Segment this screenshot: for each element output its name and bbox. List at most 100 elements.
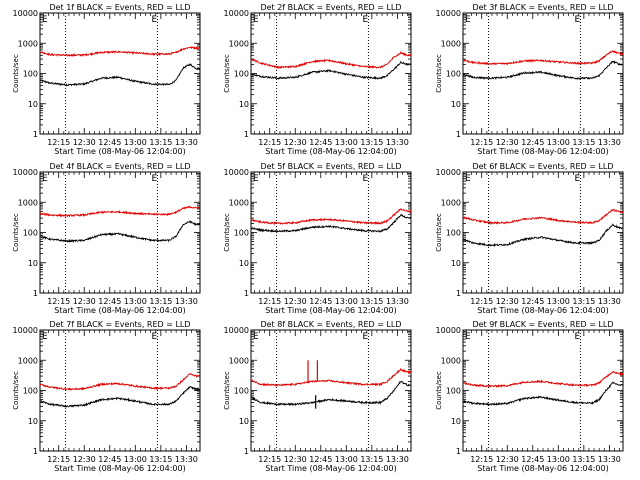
x-tick-label: 13:30 — [175, 297, 198, 306]
y-axis-label: Counts/sec — [12, 54, 20, 93]
y-tick-label: 10000 — [13, 168, 38, 177]
series-line-events — [250, 213, 412, 233]
y-tick-label: 10000 — [13, 9, 38, 18]
x-tick-label: 13:15 — [149, 297, 172, 306]
detector-panel-5: Det 5f BLACK = Events, RED = LLD 1 10 100 10… — [223, 162, 412, 315]
x-tick-label: 13:30 — [598, 455, 621, 464]
x-tick-label: 13:15 — [572, 138, 595, 147]
y-tick-label: 1 — [244, 130, 249, 139]
y-tick-label: 10000 — [224, 9, 249, 18]
x-tick-label: 12:30 — [284, 138, 307, 147]
x-axis-label: Start Time (08-May-06 12:04:00) — [54, 306, 185, 315]
x-tick-label: 12:45 — [521, 455, 544, 464]
x-tick-label: 12:30 — [496, 455, 519, 464]
x-tick-label: 13:00 — [547, 455, 570, 464]
y-axis-label: Counts/sec — [223, 213, 231, 252]
x-tick-label: 12:15 — [470, 455, 493, 464]
y-tick-label: 100 — [234, 70, 249, 79]
panel-title: Det 9f BLACK = Events, RED = LLD — [472, 320, 613, 329]
panel-title: Det 4f BLACK = Events, RED = LLD — [49, 162, 190, 171]
detector-panel-9: Det 9f BLACK = Events, RED = LLD 1 10 100 10… — [435, 320, 624, 473]
series-line-events — [250, 380, 412, 407]
y-tick-label: 100 — [23, 387, 38, 396]
x-tick-label: 12:15 — [258, 455, 281, 464]
plot-frame — [462, 12, 624, 135]
x-tick-label: 12:45 — [98, 138, 121, 147]
y-tick-label: 1 — [456, 447, 461, 456]
y-tick-label: 1 — [33, 447, 38, 456]
x-tick-label: 12:45 — [309, 297, 332, 306]
panel-title: Det 6f BLACK = Events, RED = LLD — [472, 162, 613, 171]
y-tick-label: 100 — [234, 387, 249, 396]
y-axis-label: Counts/sec — [435, 54, 443, 93]
series-line-events — [39, 62, 201, 87]
x-axis-label: Start Time (08-May-06 12:04:00) — [477, 147, 608, 156]
x-tick-label: 12:15 — [470, 297, 493, 306]
event-marker-label: E — [151, 332, 157, 342]
series-line-lld — [250, 50, 412, 70]
y-axis-label: Counts/sec — [435, 213, 443, 252]
x-tick-label: 12:45 — [521, 138, 544, 147]
x-tick-label: 12:30 — [284, 455, 307, 464]
panel-title: Det 1f BLACK = Events, RED = LLD — [49, 3, 190, 12]
y-tick-label: 1000 — [229, 39, 249, 48]
y-tick-label: 10 — [28, 417, 38, 426]
y-axis-label: Counts/sec — [12, 371, 20, 410]
plot-frame — [39, 12, 201, 135]
series-line-events — [462, 60, 624, 81]
event-marker-label: E — [151, 15, 157, 25]
event-marker-label: E — [574, 174, 580, 184]
y-axis-label: Counts/sec — [223, 371, 231, 410]
y-tick-label: 1000 — [18, 198, 38, 207]
plot-frame — [250, 171, 412, 294]
x-tick-label: 13:15 — [572, 297, 595, 306]
y-tick-label: 1 — [244, 289, 249, 298]
y-tick-label: 10000 — [436, 9, 461, 18]
event-marker-label: E — [465, 15, 471, 25]
series-line-events — [462, 381, 624, 406]
y-tick-label: 10000 — [224, 168, 249, 177]
detector-panel-7: Det 7f BLACK = Events, RED = LLD 1 10 100 10… — [12, 320, 201, 473]
x-axis-label: Start Time (08-May-06 12:04:00) — [265, 147, 396, 156]
y-axis-label: Counts/sec — [223, 54, 231, 93]
y-tick-label: 1000 — [18, 356, 38, 365]
y-tick-label: 10 — [451, 259, 461, 268]
x-tick-label: 12:15 — [47, 297, 70, 306]
series-line-lld — [462, 208, 624, 225]
y-tick-label: 1 — [33, 130, 38, 139]
panel-title: Det 2f BLACK = Events, RED = LLD — [260, 3, 401, 12]
x-tick-label: 13:15 — [149, 455, 172, 464]
x-tick-label: 13:00 — [335, 297, 358, 306]
event-marker-label: E — [574, 15, 580, 25]
x-tick-label: 13:15 — [360, 455, 383, 464]
x-tick-label: 13:15 — [149, 138, 172, 147]
y-tick-label: 1000 — [441, 39, 461, 48]
x-tick-label: 13:00 — [547, 297, 570, 306]
x-axis-label: Start Time (08-May-06 12:04:00) — [265, 464, 396, 473]
panel-title: Det 7f BLACK = Events, RED = LLD — [49, 320, 190, 329]
series-line-events — [39, 220, 201, 244]
event-marker-label: E — [465, 332, 471, 342]
x-tick-label: 12:15 — [258, 297, 281, 306]
plot-frame — [39, 329, 201, 452]
plot-frame — [462, 329, 624, 452]
y-tick-label: 10 — [451, 100, 461, 109]
series-line-lld — [462, 49, 624, 66]
x-tick-label: 13:00 — [335, 138, 358, 147]
plot-frame — [39, 171, 201, 294]
y-tick-label: 10 — [239, 417, 249, 426]
x-tick-label: 12:30 — [496, 297, 519, 306]
x-tick-label: 12:45 — [521, 297, 544, 306]
y-tick-label: 10 — [28, 100, 38, 109]
event-marker-label: E — [42, 174, 48, 184]
x-tick-label: 13:30 — [598, 138, 621, 147]
event-marker-label: E — [42, 332, 48, 342]
x-tick-label: 12:30 — [496, 138, 519, 147]
series-line-lld — [462, 371, 624, 388]
y-tick-label: 1 — [456, 130, 461, 139]
y-tick-label: 100 — [446, 70, 461, 79]
x-tick-label: 12:15 — [258, 138, 281, 147]
series-line-events — [39, 385, 201, 408]
series-line-lld — [39, 373, 201, 391]
y-tick-label: 100 — [446, 387, 461, 396]
